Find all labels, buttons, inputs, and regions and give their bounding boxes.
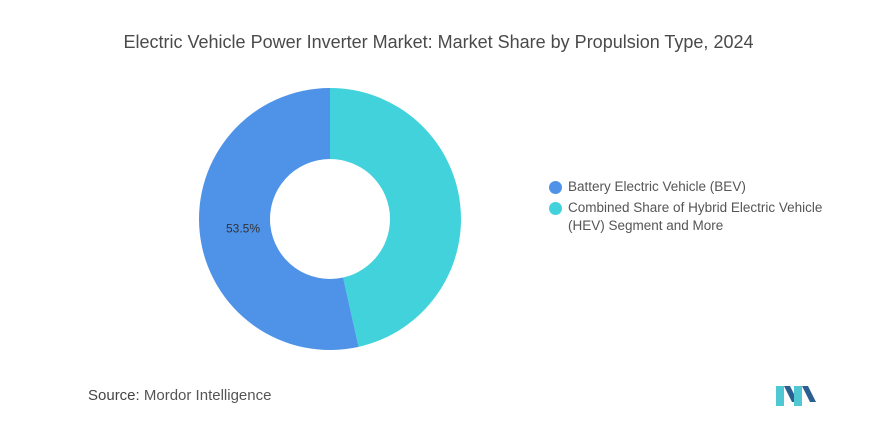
source-value: Mordor Intelligence <box>143 387 272 404</box>
mordor-intelligence-logo-icon <box>776 386 816 406</box>
legend-item-hev: Combined Share of Hybrid Electric Vehicl… <box>549 199 849 235</box>
legend-label-hev: Combined Share of Hybrid Electric Vehicl… <box>568 200 823 233</box>
legend-swatch-hev <box>549 202 562 215</box>
legend-item-bev: Battery Electric Vehicle (BEV) <box>549 178 849 196</box>
donut-slice-bev <box>198 88 359 350</box>
source-note: Source: Mordor Intelligence <box>88 387 271 404</box>
chart-title: Electric Vehicle Power Inverter Market: … <box>123 32 754 52</box>
data-label-bev: 53.5% <box>226 222 260 236</box>
donut-slice-hev <box>330 88 461 347</box>
legend-label-bev: Battery Electric Vehicle (BEV) <box>568 179 746 194</box>
chart-legend: Battery Electric Vehicle (BEV) Combined … <box>549 178 849 238</box>
legend-swatch-bev <box>549 181 562 194</box>
source-label: Source: <box>88 387 140 404</box>
